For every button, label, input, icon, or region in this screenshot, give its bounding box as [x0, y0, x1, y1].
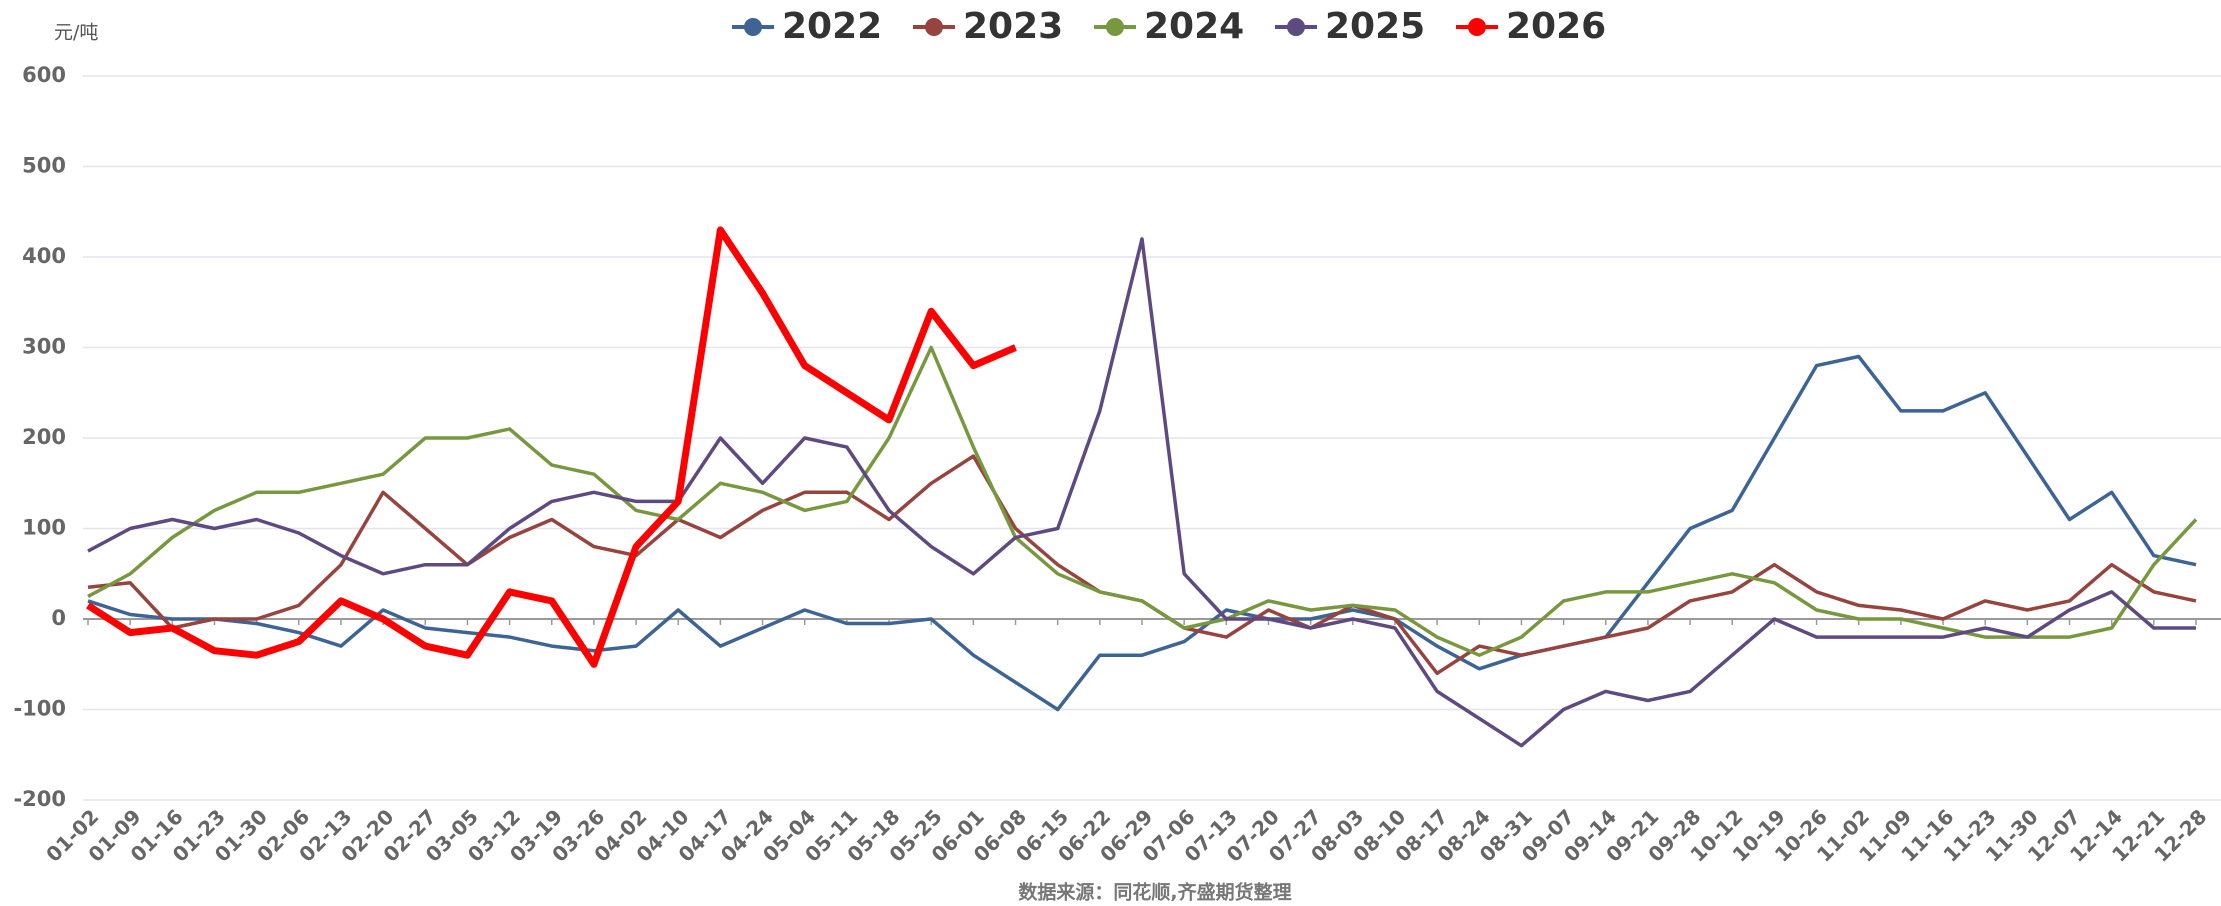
y-tick-label: 400 — [22, 244, 66, 268]
legend-label: 2024 — [1144, 6, 1244, 47]
legend-label: 2025 — [1325, 6, 1425, 47]
y-tick-label: 200 — [22, 425, 66, 449]
legend-marker — [744, 18, 762, 36]
y-tick-label: 600 — [22, 63, 66, 87]
series-line — [86, 226, 1017, 668]
series-line — [87, 345, 2198, 657]
legend-label: 2026 — [1506, 6, 1606, 47]
legend-marker — [1287, 18, 1305, 36]
y-tick-label: 100 — [22, 516, 66, 540]
y-tick-label: -200 — [13, 787, 66, 811]
legend-marker — [1106, 18, 1124, 36]
y-tick-label: -100 — [13, 697, 66, 721]
y-tick-label: 500 — [22, 154, 66, 178]
legend-label: 2023 — [963, 6, 1063, 47]
series-line — [87, 237, 2196, 748]
y-tick-label: 300 — [22, 335, 66, 359]
y-tick-label: 0 — [51, 606, 66, 630]
legend-label: 2022 — [782, 6, 882, 47]
source-note: 数据来源：同花顺,齐盛期货整理 — [1018, 881, 1291, 904]
series-line — [87, 354, 2197, 712]
y-axis-label: 元/吨 — [54, 22, 98, 44]
legend-marker — [925, 18, 943, 36]
legend-marker — [1468, 18, 1486, 36]
series-line — [87, 454, 2197, 676]
